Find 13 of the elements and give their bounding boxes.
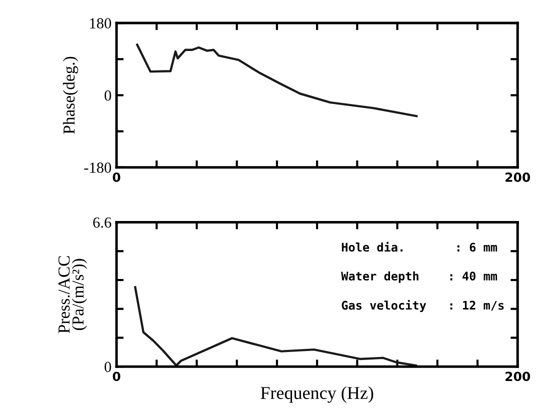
- y-tick-label: 0: [104, 90, 112, 101]
- y-tick-label: 0: [104, 362, 112, 372]
- y-tick-label: 180: [90, 18, 112, 28]
- x-axis-title: Frequency (Hz): [260, 386, 374, 403]
- y-axis-title: Press./ACC (Pa/(m/s²)): [58, 256, 88, 334]
- y-tick-label: 6.6: [93, 217, 112, 228]
- annotation: Hole dia. : 6 mm: [342, 242, 498, 252]
- x-tick-label: 200: [506, 372, 530, 382]
- annotation: Gas velocity : 12 m/s: [342, 300, 504, 312]
- x-tick-label: 200: [506, 172, 530, 182]
- y-tick-label: -180: [84, 162, 112, 173]
- annotation: Water depth : 40 mm: [341, 271, 498, 283]
- y-axis-title: Phase(deg.): [62, 56, 78, 134]
